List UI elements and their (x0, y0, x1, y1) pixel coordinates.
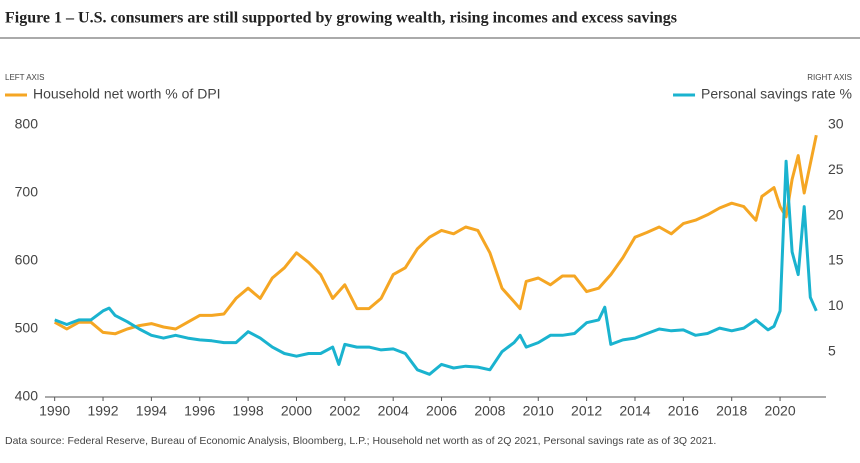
x-tick-label: 2002 (329, 403, 360, 419)
y2-tick-label: 10 (828, 297, 844, 313)
y2-tick-label: 5 (828, 342, 836, 358)
x-tick-label: 2010 (523, 403, 554, 419)
x-tick-label: 1996 (184, 403, 215, 419)
source-note: Data source: Federal Reserve, Bureau of … (5, 435, 716, 447)
x-tick-label: 1994 (136, 403, 167, 419)
y2-tick-label: 25 (828, 161, 844, 177)
y-tick-label: 700 (15, 184, 39, 200)
y2-tick-label: 30 (828, 116, 844, 132)
legend-label: Personal savings rate % (701, 86, 852, 102)
y-tick-label: 500 (15, 320, 39, 336)
left-axis-label: LEFT AXIS (5, 73, 44, 82)
x-tick-label: 2016 (668, 403, 699, 419)
right-axis-label: RIGHT AXIS (807, 73, 852, 82)
x-tick-label: 1992 (87, 403, 118, 419)
x-tick-label: 2012 (571, 403, 602, 419)
x-tick-label: 2004 (378, 403, 409, 419)
y-tick-label: 800 (15, 116, 39, 132)
series-line (53, 134, 818, 336)
legend-label: Household net worth % of DPI (33, 86, 221, 102)
x-tick-label: 2014 (619, 403, 650, 419)
y2-tick-label: 15 (828, 252, 844, 268)
x-tick-label: 2020 (764, 403, 795, 419)
x-tick-label: 2008 (474, 403, 505, 419)
x-tick-label: 2018 (716, 403, 747, 419)
y2-tick-label: 20 (828, 206, 844, 222)
x-tick-label: 2000 (281, 403, 312, 419)
x-tick-label: 1998 (233, 403, 264, 419)
series-line (54, 159, 818, 376)
x-tick-label: 1990 (39, 403, 70, 419)
chart-title: Figure 1 – U.S. consumers are still supp… (5, 10, 677, 27)
x-tick-label: 2006 (426, 403, 457, 419)
y-tick-label: 400 (15, 388, 39, 404)
y-tick-label: 600 (15, 252, 39, 268)
